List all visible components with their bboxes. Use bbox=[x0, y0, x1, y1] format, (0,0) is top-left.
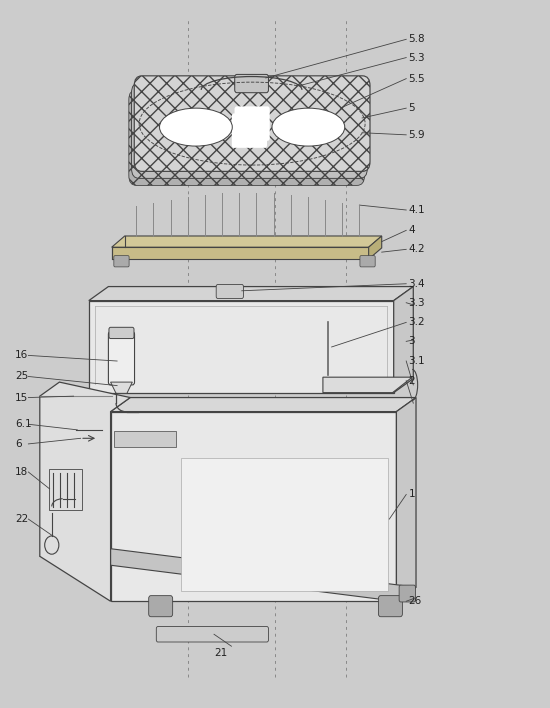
FancyBboxPatch shape bbox=[129, 90, 365, 185]
FancyBboxPatch shape bbox=[360, 256, 375, 267]
Text: 6: 6 bbox=[15, 439, 21, 449]
Polygon shape bbox=[394, 287, 413, 393]
Text: 2: 2 bbox=[409, 376, 415, 386]
Polygon shape bbox=[112, 236, 382, 247]
Polygon shape bbox=[111, 398, 416, 411]
Text: 15: 15 bbox=[15, 392, 28, 403]
FancyBboxPatch shape bbox=[232, 113, 267, 148]
Ellipse shape bbox=[160, 108, 232, 146]
FancyBboxPatch shape bbox=[216, 285, 244, 299]
FancyBboxPatch shape bbox=[156, 627, 268, 642]
Ellipse shape bbox=[267, 122, 339, 160]
FancyBboxPatch shape bbox=[109, 327, 134, 338]
Text: 22: 22 bbox=[15, 514, 28, 524]
Text: 6.1: 6.1 bbox=[15, 419, 31, 429]
Polygon shape bbox=[182, 458, 388, 591]
FancyBboxPatch shape bbox=[131, 83, 367, 178]
Polygon shape bbox=[114, 431, 176, 447]
Polygon shape bbox=[111, 411, 397, 601]
Polygon shape bbox=[89, 287, 413, 301]
Text: 5.8: 5.8 bbox=[409, 34, 425, 45]
FancyBboxPatch shape bbox=[378, 595, 403, 617]
Polygon shape bbox=[112, 247, 368, 259]
Text: 3: 3 bbox=[409, 336, 415, 346]
Text: 16: 16 bbox=[15, 350, 28, 360]
Polygon shape bbox=[40, 542, 416, 601]
Text: 5.3: 5.3 bbox=[409, 52, 425, 62]
FancyBboxPatch shape bbox=[134, 76, 370, 171]
Polygon shape bbox=[368, 236, 382, 259]
FancyBboxPatch shape bbox=[114, 256, 129, 267]
Polygon shape bbox=[89, 301, 394, 393]
Text: 25: 25 bbox=[15, 372, 28, 382]
Ellipse shape bbox=[157, 115, 229, 153]
Text: 21: 21 bbox=[214, 649, 227, 658]
Text: 3.4: 3.4 bbox=[409, 279, 425, 289]
Ellipse shape bbox=[154, 122, 227, 160]
Text: 26: 26 bbox=[409, 596, 422, 606]
Ellipse shape bbox=[270, 115, 342, 153]
FancyBboxPatch shape bbox=[148, 595, 173, 617]
FancyBboxPatch shape bbox=[399, 585, 415, 602]
Text: 5.5: 5.5 bbox=[409, 74, 425, 84]
Text: 4.1: 4.1 bbox=[409, 205, 425, 215]
Text: 3.3: 3.3 bbox=[409, 298, 425, 308]
Polygon shape bbox=[111, 382, 133, 394]
FancyBboxPatch shape bbox=[229, 120, 265, 155]
Polygon shape bbox=[40, 382, 130, 601]
Text: 3.1: 3.1 bbox=[409, 356, 425, 366]
Text: 1: 1 bbox=[409, 489, 415, 499]
Polygon shape bbox=[323, 377, 412, 393]
FancyBboxPatch shape bbox=[234, 106, 270, 141]
Text: 4: 4 bbox=[409, 225, 415, 235]
Polygon shape bbox=[397, 398, 416, 601]
Text: 5.9: 5.9 bbox=[409, 130, 425, 140]
Text: 18: 18 bbox=[15, 467, 28, 477]
FancyBboxPatch shape bbox=[235, 74, 268, 93]
Text: 4.2: 4.2 bbox=[409, 244, 425, 254]
FancyBboxPatch shape bbox=[108, 331, 135, 385]
Text: 3.2: 3.2 bbox=[409, 317, 425, 327]
Text: 5: 5 bbox=[409, 103, 415, 113]
Ellipse shape bbox=[272, 108, 345, 146]
